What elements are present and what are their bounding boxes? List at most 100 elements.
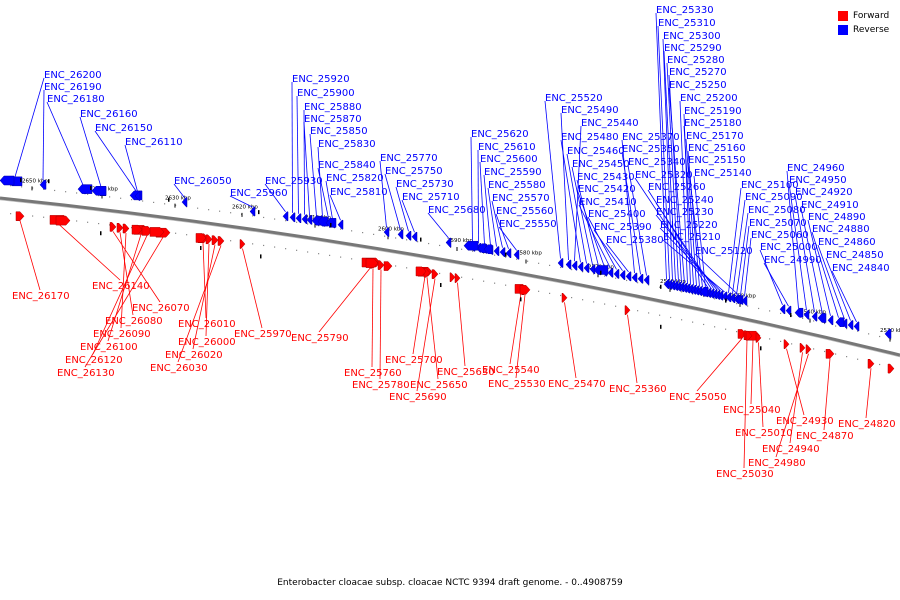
minor-tick-dot: [571, 296, 573, 299]
minor-tick-dot: [65, 191, 67, 193]
leader-line: [229, 195, 253, 208]
leader-line: [627, 164, 647, 276]
leader-line: [759, 249, 783, 305]
minor-tick-dot: [681, 319, 683, 321]
minor-tick-dot: [43, 188, 45, 190]
reverse-gene-label: ENC_26190: [44, 82, 102, 93]
leader-line: [92, 235, 148, 355]
reverse-gene-label: ENC_26180: [47, 94, 105, 105]
forward-gene-label: ENC_26020: [165, 350, 223, 361]
forward-gene-feature: [55, 215, 71, 226]
reverse-gene-feature: [687, 284, 694, 294]
minor-tick-dot: [263, 244, 265, 247]
leader-line: [800, 207, 823, 315]
leader-line: [560, 112, 569, 261]
leader-line: [19, 220, 41, 291]
reverse-gene-feature: [557, 258, 564, 268]
minor-tick-dot: [120, 197, 122, 199]
tick-label: 2590 kbp: [447, 238, 473, 244]
minor-tick-dot: [736, 331, 738, 333]
reverse-gene-label: ENC_25120: [695, 246, 753, 257]
minor-tick-dot: [307, 251, 309, 253]
marker-tick: [100, 231, 102, 236]
leader-line: [662, 239, 725, 293]
minor-tick-dot: [395, 265, 397, 267]
reverse-gene-feature: [708, 288, 715, 299]
reverse-gene-label: ENC_25170: [686, 131, 744, 142]
leader-line: [46, 101, 84, 186]
reverse-gene-label: ENC_24910: [801, 200, 859, 211]
forward-gene-feature: [887, 363, 895, 374]
reverse-gene-label: ENC_25490: [561, 105, 619, 116]
minor-tick-dot: [329, 226, 331, 228]
reverse-gene-label: ENC_25870: [304, 114, 362, 125]
reverse-gene-label: ENC_25520: [545, 93, 603, 104]
minor-tick-dot: [351, 230, 353, 232]
leader-line: [309, 133, 317, 217]
reverse-gene-feature: [39, 180, 47, 190]
forward-gene-label: ENC_26120: [65, 355, 123, 366]
reverse-gene-feature: [411, 231, 418, 242]
reverse-gene-label: ENC_25900: [297, 88, 355, 99]
leader-line: [657, 25, 670, 281]
minor-tick-dot: [329, 254, 331, 256]
reverse-gene-feature: [306, 215, 313, 225]
marker-tick: [20, 178, 22, 183]
forward-gene-feature: [131, 224, 143, 235]
reverse-gene-label: ENC_25440: [581, 118, 639, 129]
reverse-gene-label: ENC_24920: [795, 187, 853, 198]
forward-gene-label: ENC_26140: [92, 281, 150, 292]
reverse-gene-label: ENC_25590: [484, 167, 542, 178]
marker-tick: [600, 270, 602, 275]
forward-gene-label: ENC_25690: [389, 392, 447, 403]
reverse-gene-feature: [301, 214, 308, 224]
reverse-gene-label: ENC_25730: [396, 179, 454, 190]
reverse-gene-feature: [690, 285, 697, 295]
leader-line: [427, 212, 449, 239]
reverse-gene-feature: [711, 289, 718, 300]
minor-tick-dot: [791, 315, 793, 317]
label-leader-lines: [14, 12, 872, 469]
reverse-gene-label: ENC_25570: [492, 193, 550, 204]
leader-line: [470, 136, 473, 243]
minor-tick-dot: [175, 232, 177, 234]
minor-tick-dot: [87, 221, 89, 223]
reverse-gene-label: ENC_25200: [680, 93, 738, 104]
reverse-gene-label: ENC_26150: [95, 123, 153, 134]
forward-gene-label: ENC_24930: [776, 416, 834, 427]
reverse-gene-label: ENC_25880: [304, 102, 362, 113]
forward-gene-feature: [217, 236, 225, 246]
minor-tick-dot: [571, 268, 573, 271]
reverse-gene-label: ENC_26050: [174, 176, 232, 187]
reverse-gene-label: ENC_25150: [688, 155, 746, 166]
forward-gene-label: ENC_24820: [838, 419, 896, 430]
marker-tick: [790, 313, 792, 318]
leader-line: [192, 244, 216, 350]
leader-line: [401, 199, 415, 233]
reverse-gene-label: ENC_25100: [741, 180, 799, 191]
reverse-gene-label: ENC_25600: [480, 154, 538, 165]
reverse-gene-feature: [669, 280, 676, 291]
leader-line: [621, 139, 635, 274]
legend-reverse-label: Reverse: [853, 25, 890, 35]
leader-line: [379, 160, 387, 228]
reverse-gene-feature: [325, 218, 337, 228]
minor-tick-dot: [461, 248, 463, 250]
minor-tick-dot: [76, 220, 78, 222]
minor-tick-dot: [659, 314, 661, 316]
forward-gene-label: ENC_25360: [609, 384, 667, 395]
forward-gene-label: ENC_25050: [669, 392, 727, 403]
forward-gene-label: ENC_25650: [410, 380, 468, 391]
minor-tick-dot: [32, 215, 34, 217]
leader-line: [14, 77, 45, 177]
reverse-gene-label: ENC_25450: [572, 159, 630, 170]
leader-line: [634, 177, 709, 289]
reverse-gene-feature: [803, 310, 810, 320]
reverse-gene-feature: [779, 304, 786, 315]
forward-gene-feature: [755, 333, 762, 343]
marker-tick: [260, 254, 262, 259]
minor-tick-dot: [428, 242, 430, 245]
reverse-gene-feature: [675, 281, 682, 292]
minor-tick-dot: [824, 350, 826, 353]
reverse-gene-feature: [181, 197, 188, 207]
